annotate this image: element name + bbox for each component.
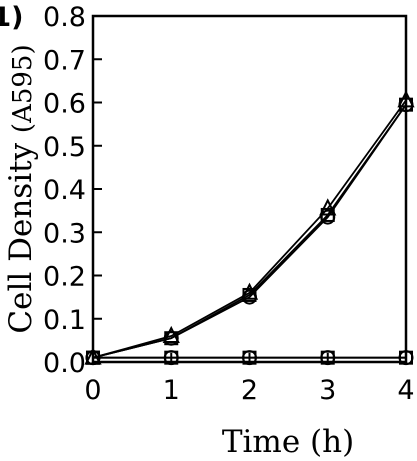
data-point-square: [242, 350, 257, 365]
data-point-square: [164, 350, 179, 365]
x-tick-label: 3: [319, 375, 336, 406]
data-point-square: [320, 350, 335, 365]
x-tick-label: 1: [163, 375, 180, 406]
x-tick-label: 2: [241, 375, 258, 406]
y-tick-label: 0.8: [43, 2, 86, 33]
data-point-triangle: [319, 198, 337, 216]
plot-frame: [91, 14, 408, 364]
y-axis-title-unit: (A595): [8, 44, 38, 133]
y-tick-label: 0.3: [43, 218, 86, 249]
series-line: [92, 104, 407, 359]
series-markers: [84, 90, 415, 366]
data-point-square: [399, 97, 413, 112]
data-point-square: [320, 207, 335, 222]
x-axis: 0 1 2 3 4: [84, 353, 415, 406]
panel-label: (1): [0, 2, 23, 33]
x-tick-label: 0: [84, 375, 101, 406]
y-tick-label: 0.1: [43, 305, 86, 336]
y-axis-title-main: Cell Density: [3, 133, 39, 334]
y-tick-label: 0.6: [43, 89, 86, 120]
y-tick-label: 0.7: [43, 45, 86, 76]
x-tick-label: 4: [397, 375, 414, 406]
y-axis-title: Cell Density (A595): [3, 44, 39, 333]
data-point-square: [164, 331, 179, 346]
y-tick-label: 0.4: [43, 175, 86, 206]
y-tick-label: 0.0: [43, 348, 86, 379]
series-line: [92, 99, 407, 359]
data-point-triangle: [162, 325, 180, 344]
series-line: [92, 104, 407, 359]
series-lines: [92, 99, 407, 359]
y-axis: 0.0 0.1 0.2 0.3 0.4 0.5 0.6 0.7 0.8: [43, 2, 102, 379]
data-point-square: [399, 350, 413, 365]
x-axis-title: Time (h): [222, 424, 354, 460]
y-tick-label: 0.2: [43, 262, 86, 293]
data-point-square: [242, 287, 257, 302]
data-point-square: [86, 350, 100, 365]
y-tick-label: 0.5: [43, 132, 86, 163]
